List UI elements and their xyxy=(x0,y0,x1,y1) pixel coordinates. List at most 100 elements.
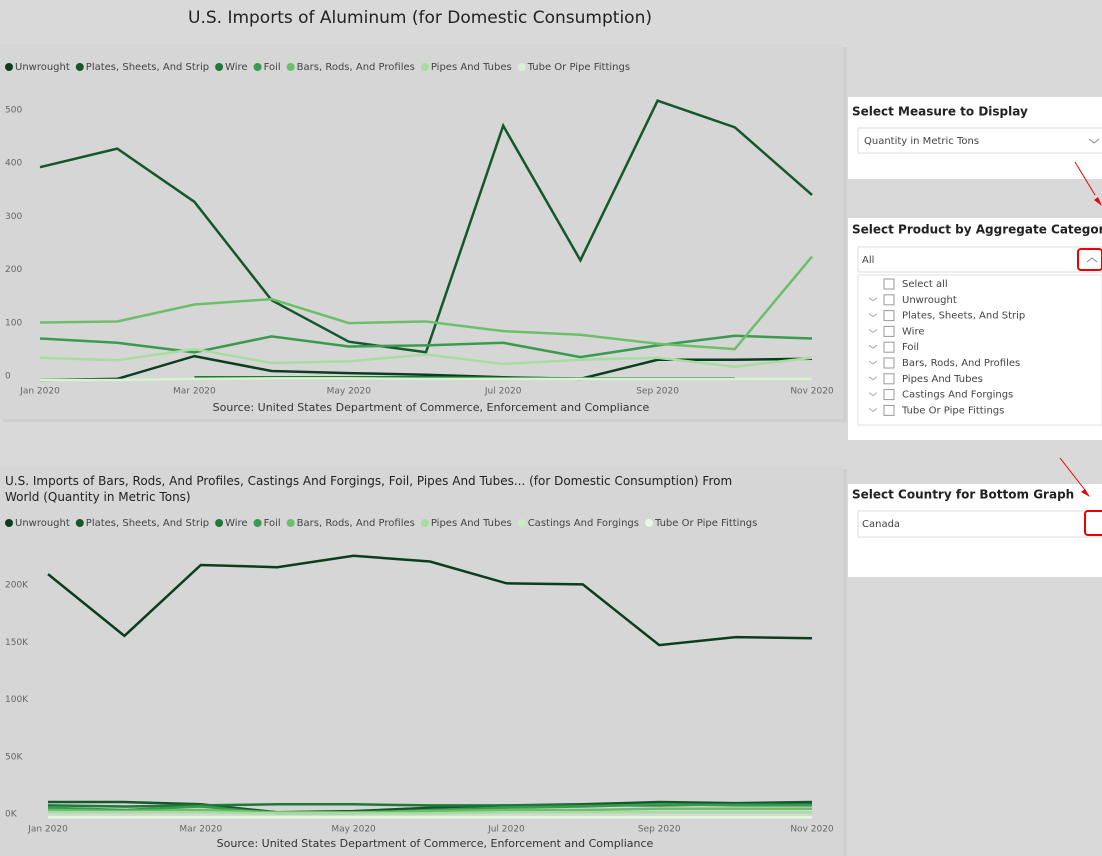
option-label[interactable]: Select all xyxy=(902,279,948,290)
legend-label: Tube Or Pipe Fittings xyxy=(527,62,630,73)
expand-chevron[interactable] xyxy=(868,408,878,413)
annotation-arrow xyxy=(1081,489,1090,497)
source-note: Source: United States Department of Comm… xyxy=(213,401,650,414)
dropdown-value[interactable]: Quantity in Metric Tons xyxy=(864,136,979,147)
legend-dot xyxy=(286,63,295,71)
legend-label: Wire xyxy=(225,62,248,73)
legend-dot xyxy=(5,519,13,527)
slicer-title: Select Country for Bottom Graph xyxy=(852,488,1074,502)
y-tick-label: 100 xyxy=(5,318,22,328)
y-tick-label: 0 xyxy=(5,372,11,382)
dropdown-value[interactable]: Canada xyxy=(862,519,900,530)
series-line xyxy=(47,554,813,647)
x-tick-label: May 2020 xyxy=(327,387,372,397)
checkbox[interactable] xyxy=(883,278,895,290)
legend-label: Unwrought xyxy=(15,62,70,73)
legend-dot xyxy=(517,519,526,527)
chevron[interactable] xyxy=(1088,138,1100,144)
expand-chevron[interactable] xyxy=(868,392,878,397)
annotation-arrow xyxy=(1074,161,1096,196)
option-label[interactable]: Tube Or Pipe Fittings xyxy=(901,405,1004,416)
annotation-arrow xyxy=(1094,197,1102,206)
legend-label: Bars, Rods, And Profiles xyxy=(297,62,415,73)
y-tick-label: 300 xyxy=(5,212,22,222)
y-tick-label: 150K xyxy=(5,638,29,648)
legend-label: Pipes And Tubes xyxy=(431,518,512,529)
checkbox[interactable] xyxy=(883,357,895,369)
checkbox[interactable] xyxy=(883,310,895,322)
y-tick-label: 100K xyxy=(5,695,29,705)
chart-title-line: U.S. Imports of Bars, Rods, And Profiles… xyxy=(5,474,732,488)
annotation-arrow xyxy=(1059,457,1086,491)
legend-dot xyxy=(75,519,84,527)
dropdown[interactable] xyxy=(857,510,1102,538)
y-tick-label: 400 xyxy=(5,159,22,169)
slicer-title: Select Measure to Display xyxy=(852,105,1028,119)
option-label[interactable]: Pipes And Tubes xyxy=(902,374,983,385)
option-label[interactable]: Plates, Sheets, And Strip xyxy=(902,311,1025,322)
checkbox[interactable] xyxy=(883,389,895,401)
legend-dot xyxy=(517,63,526,71)
option-label[interactable]: Bars, Rods, And Profiles xyxy=(902,358,1020,369)
legend-dot xyxy=(420,519,429,527)
series-line xyxy=(39,334,813,359)
legend-dot xyxy=(215,519,224,527)
legend-dot xyxy=(420,63,429,71)
checkbox[interactable] xyxy=(883,325,895,337)
legend-dot xyxy=(644,519,653,527)
dropdown-value[interactable]: All xyxy=(862,255,874,266)
option-label[interactable]: Castings And Forgings xyxy=(902,390,1013,401)
legend-dot xyxy=(75,63,84,71)
dropdown[interactable] xyxy=(857,246,1102,273)
highlight-box xyxy=(1084,510,1102,536)
y-tick-label: 500 xyxy=(5,106,22,116)
expand-chevron[interactable] xyxy=(868,344,878,349)
series-line xyxy=(40,377,812,382)
legend-dot xyxy=(215,63,224,71)
x-tick-label: Jan 2020 xyxy=(19,387,60,397)
legend-dot xyxy=(253,519,262,527)
expand-chevron[interactable] xyxy=(868,329,878,334)
dropdown-list xyxy=(857,274,1102,426)
y-tick-label: 50K xyxy=(5,752,23,762)
chart-title-line: World (Quantity in Metric Tons) xyxy=(5,490,191,504)
legend-label: Foil xyxy=(264,62,281,73)
legend-label: Plates, Sheets, And Strip xyxy=(86,518,209,529)
expand-chevron[interactable] xyxy=(868,360,878,365)
expand-chevron[interactable] xyxy=(868,376,878,381)
chart-title: U.S. Imports of Aluminum (for Domestic C… xyxy=(188,8,652,28)
expand-chevron[interactable] xyxy=(868,297,878,302)
option-label[interactable]: Unwrought xyxy=(902,295,957,306)
series-line xyxy=(48,800,813,814)
series-line xyxy=(39,99,813,354)
y-tick-label: 0K xyxy=(5,810,18,820)
checkbox[interactable] xyxy=(883,294,895,306)
expand-chevron[interactable] xyxy=(868,313,878,318)
x-tick-label: Jan 2020 xyxy=(27,825,68,835)
x-tick-label: Sep 2020 xyxy=(636,387,679,397)
dropdown[interactable] xyxy=(857,127,1102,154)
chevron[interactable] xyxy=(1086,257,1098,263)
option-label[interactable]: Foil xyxy=(902,342,919,353)
x-tick-label: Jul 2020 xyxy=(484,387,522,397)
legend-dot xyxy=(286,519,295,527)
chart-panel xyxy=(0,44,843,419)
legend-label: Pipes And Tubes xyxy=(431,62,512,73)
legend-dot xyxy=(5,63,13,71)
x-tick-label: May 2020 xyxy=(331,825,376,835)
checkbox[interactable] xyxy=(883,341,895,353)
x-tick-label: Mar 2020 xyxy=(173,387,216,397)
checkbox[interactable] xyxy=(883,404,895,416)
y-tick-label: 200 xyxy=(5,265,22,275)
legend-dot xyxy=(253,63,262,71)
chart-title: U.S. Imports of Bars, Rods, And Profiles… xyxy=(5,474,732,504)
legend-label: Castings And Forgings xyxy=(528,518,639,529)
checkbox[interactable] xyxy=(883,373,895,385)
source-note: Source: United States Department of Comm… xyxy=(217,837,654,850)
legend-label: Bars, Rods, And Profiles xyxy=(297,518,415,529)
x-tick-label: Sep 2020 xyxy=(638,825,681,835)
x-tick-label: Mar 2020 xyxy=(179,825,222,835)
option-label[interactable]: Wire xyxy=(902,326,925,337)
chart-panel xyxy=(0,466,843,856)
